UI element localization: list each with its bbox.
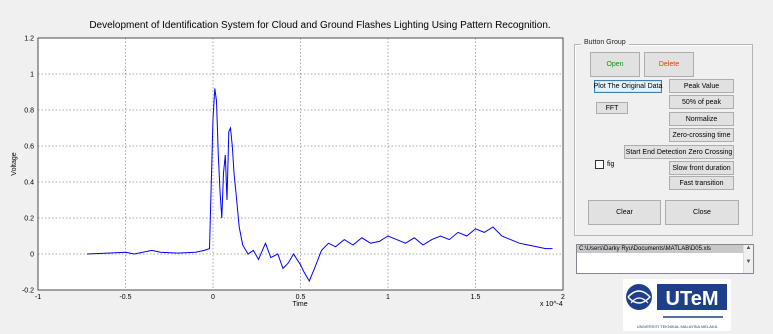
x-tick-label: -1 — [35, 294, 41, 301]
x-tick-label: 2 — [561, 294, 565, 301]
x-tick-label: 1 — [386, 294, 390, 301]
grid-lines — [38, 38, 563, 290]
fft-button[interactable]: FFT — [596, 102, 628, 114]
y-tick-label: 0 — [30, 252, 34, 259]
normalize-button[interactable]: Normalize — [669, 112, 734, 126]
button-group-panel: Button Group — [574, 39, 753, 236]
y-tick-label: -0.2 — [22, 288, 34, 295]
y-tick-label: 0.4 — [24, 180, 34, 187]
clear-button[interactable]: Clear — [588, 200, 661, 225]
x-tick-label: 0.5 — [296, 294, 306, 301]
globe-icon — [626, 284, 652, 310]
logo-subtitle: UNIVERSITI TEKNIKAL MALAYSIA MELAKA — [637, 324, 718, 329]
logo-text: UTeM — [666, 288, 719, 310]
open-button[interactable]: Open — [590, 52, 640, 77]
button-group-label: Button Group — [581, 39, 629, 46]
listbox-scrollbar[interactable]: ▲ ▼ — [743, 245, 753, 273]
x-axis-label: Time — [292, 301, 307, 308]
y-tick-label: 0.6 — [24, 144, 34, 151]
axis-ticks: -1 -0.5 0 0.5 1 1.5 2 -0.2 0 0.2 0.4 0.6 0.8 1 1.2 — [22, 36, 565, 302]
fig-checkbox-label: fig — [607, 161, 615, 168]
selected-file-item[interactable]: C:\Users\Darky Ryu\Documents\MATLAB\D05.… — [577, 245, 753, 253]
utem-logo: UTeM UNIVERSITI TEKNIKAL MALAYSIA MELAKA — [623, 279, 731, 331]
slow-front-duration-button[interactable]: Slow front duration — [669, 161, 734, 175]
plot-original-data-button[interactable]: Plot The Original Data — [594, 80, 662, 93]
delete-button[interactable]: Delete — [644, 52, 694, 77]
y-tick-label: 0.2 — [24, 216, 34, 223]
x-tick-label: 1.5 — [471, 294, 481, 301]
voltage-series-line — [86, 88, 553, 283]
y-tick-label: 1 — [30, 72, 34, 79]
fig-checkbox[interactable]: fig — [595, 160, 614, 169]
zero-crossing-time-button[interactable]: Zero-crossing time — [669, 128, 734, 142]
voltage-chart: -1 -0.5 0 0.5 1 1.5 2 -0.2 0 0.2 0.4 0.6 0.8 1 1.2 Tim… — [11, 36, 565, 309]
figure-title: Development of Identification System for… — [89, 20, 551, 31]
start-end-detection-button[interactable]: Start End Detection Zero Crossing — [624, 145, 734, 159]
y-axis-label: Voltage — [11, 152, 18, 175]
x-tick-label: -0.5 — [119, 294, 131, 301]
fast-transition-button[interactable]: Fast transition — [669, 176, 734, 190]
fifty-percent-peak-button[interactable]: 50% of peak — [669, 95, 734, 109]
fig-checkbox-box[interactable] — [595, 160, 604, 169]
file-listbox[interactable]: C:\Users\Darky Ryu\Documents\MATLAB\D05.… — [576, 244, 754, 274]
x-multiplier: x 10^-4 — [540, 301, 563, 308]
x-tick-label: 0 — [211, 294, 215, 301]
y-tick-label: 0.8 — [24, 108, 34, 115]
y-tick-label: 1.2 — [24, 36, 34, 43]
close-button[interactable]: Close — [665, 200, 739, 225]
scroll-up-arrow-icon[interactable]: ▲ — [745, 245, 752, 251]
peak-value-button[interactable]: Peak Value — [669, 79, 734, 93]
scroll-down-arrow-icon[interactable]: ▼ — [745, 259, 752, 265]
